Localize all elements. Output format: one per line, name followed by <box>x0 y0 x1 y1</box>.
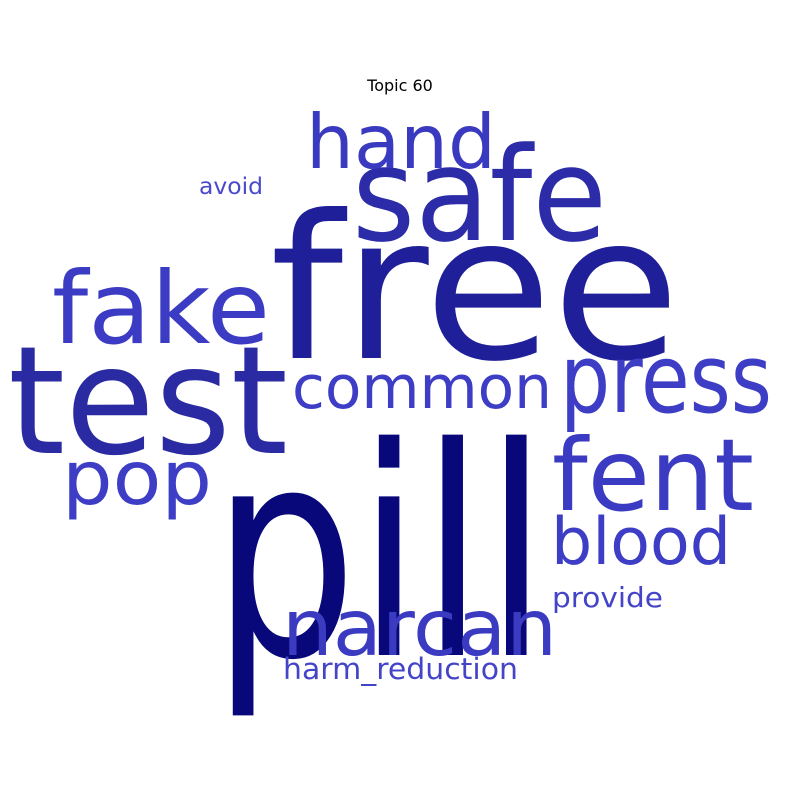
word-fake: fake <box>52 250 270 367</box>
word-common: common <box>292 353 552 423</box>
chart-title: Topic 60 <box>367 76 433 95</box>
word-provide: provide <box>552 581 663 614</box>
word-test: test <box>8 315 288 489</box>
word-fent: fent <box>552 417 754 534</box>
word-hand: hand <box>306 98 496 186</box>
word-safe: safe <box>352 119 607 271</box>
word-blood: blood <box>551 505 731 580</box>
word-free: free <box>270 173 680 406</box>
word-press: press <box>560 325 772 435</box>
word-harm-reduction: harm_reduction <box>283 652 518 686</box>
word-avoid: avoid <box>199 174 263 200</box>
word-pop: pop <box>62 434 212 522</box>
word-pill: pill <box>212 387 548 724</box>
word-narcan: narcan <box>282 584 557 674</box>
